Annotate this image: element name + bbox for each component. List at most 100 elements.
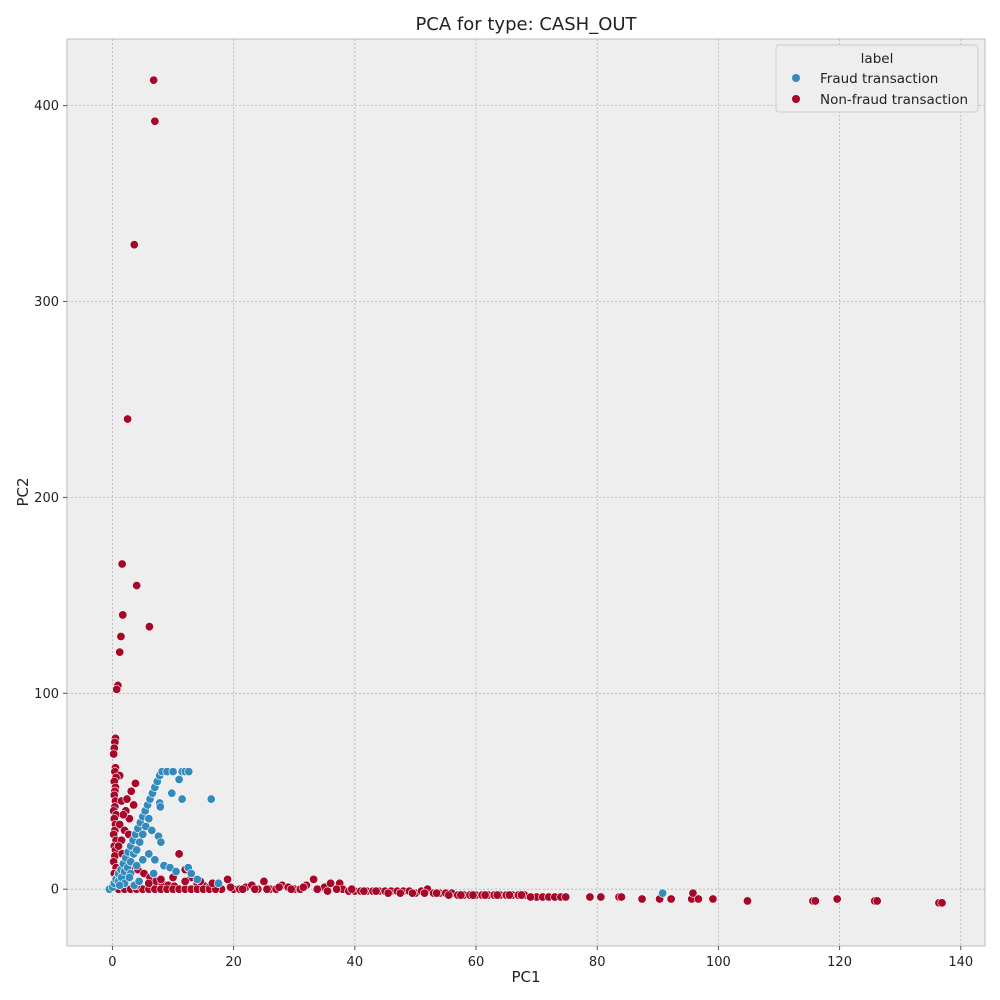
fraud-point <box>144 814 154 824</box>
data-points <box>104 75 947 908</box>
fraud-point <box>147 825 157 835</box>
nonfraud-point <box>810 896 820 906</box>
nonfraud-point <box>708 894 718 904</box>
nonfraud-point <box>115 647 125 657</box>
nonfraud-point <box>616 892 626 902</box>
nonfraud-point <box>688 888 698 898</box>
fraud-point <box>138 829 148 839</box>
nonfraud-point <box>347 884 357 894</box>
x-tick-label: 60 <box>468 955 485 970</box>
x-tick-label: 40 <box>347 955 364 970</box>
x-tick-label: 100 <box>706 955 731 970</box>
legend-marker-fraud <box>792 74 800 82</box>
nonfraud-point <box>637 894 647 904</box>
x-tick-label: 0 <box>108 955 116 970</box>
fraud-point <box>149 869 159 879</box>
nonfraud-point <box>832 894 842 904</box>
nonfraud-point <box>129 240 139 250</box>
fraud-point <box>156 837 166 847</box>
fraud-point <box>132 861 142 871</box>
fraud-point <box>134 876 144 886</box>
fraud-point <box>184 767 194 777</box>
nonfraud-point <box>149 75 159 85</box>
nonfraud-point <box>332 884 342 894</box>
legend-entry-fraud: Fraud transaction <box>820 71 938 87</box>
nonfraud-point <box>262 884 272 894</box>
fraud-point <box>124 872 134 882</box>
nonfraud-point <box>323 886 333 896</box>
fraud-point <box>150 855 160 865</box>
nonfraud-point <box>526 892 536 902</box>
nonfraud-point <box>504 890 514 900</box>
nonfraud-point <box>468 890 478 900</box>
nonfraud-point <box>359 886 369 896</box>
fraud-point <box>144 849 154 859</box>
nonfraud-point <box>132 581 142 591</box>
fraud-point <box>138 855 148 865</box>
nonfraud-point <box>312 884 322 894</box>
x-tick-label: 80 <box>589 955 606 970</box>
nonfraud-point <box>115 820 125 830</box>
fraud-point <box>177 794 187 804</box>
nonfraud-point <box>432 888 442 898</box>
nonfraud-point <box>383 888 393 898</box>
nonfraud-point <box>937 898 947 908</box>
nonfraud-point <box>444 890 454 900</box>
fraud-point <box>155 802 165 812</box>
legend-marker-nonfraud <box>792 95 800 103</box>
nonfraud-point <box>666 894 676 904</box>
nonfraud-point <box>144 878 154 888</box>
nonfraud-point <box>117 559 127 569</box>
nonfraud-point <box>144 622 154 632</box>
nonfraud-point <box>872 896 882 906</box>
fraud-point <box>171 867 181 877</box>
nonfraud-point <box>114 841 124 851</box>
axes: 0 20 40 60 80 100 120 140 0 100 200 300 400 <box>34 99 973 970</box>
nonfraud-point <box>585 892 595 902</box>
nonfraud-point <box>112 684 122 694</box>
nonfraud-point <box>116 631 126 641</box>
nonfraud-point <box>238 884 248 894</box>
nonfraud-point <box>156 874 166 884</box>
nonfraud-point <box>693 894 703 904</box>
legend-box <box>775 44 979 113</box>
nonfraud-point <box>326 878 336 888</box>
x-axis-label: PC1 <box>511 968 540 986</box>
nonfraud-point <box>420 888 430 898</box>
nonfraud-point <box>456 890 466 900</box>
nonfraud-point <box>250 884 260 894</box>
fraud-point <box>132 845 142 855</box>
y-tick-label: 0 <box>51 883 59 898</box>
fraud-point <box>206 794 216 804</box>
fraud-point <box>115 880 125 890</box>
nonfraud-point <box>123 414 133 424</box>
nonfraud-point <box>118 610 128 620</box>
y-tick-label: 400 <box>34 99 59 114</box>
nonfraud-point <box>118 810 128 820</box>
nonfraud-point <box>130 778 140 788</box>
nonfraud-point <box>516 890 526 900</box>
x-tick-label: 140 <box>948 955 973 970</box>
nonfraud-point <box>407 888 417 898</box>
nonfraud-point <box>150 116 160 126</box>
fraud-point <box>167 788 177 798</box>
fraud-point <box>174 774 184 784</box>
nonfraud-point <box>274 882 284 892</box>
nonfraud-point <box>309 874 319 884</box>
nonfraud-point <box>298 882 308 892</box>
nonfraud-point <box>561 892 571 902</box>
legend-entry-nonfraud: Non-fraud transaction <box>820 92 968 108</box>
nonfraud-point <box>226 882 236 892</box>
plot-area <box>66 38 986 947</box>
fraud-point <box>213 878 223 888</box>
nonfraud-point <box>180 876 190 886</box>
nonfraud-point <box>371 886 381 896</box>
y-axis-label: PC2 <box>14 477 32 506</box>
fraud-point <box>192 874 202 884</box>
y-tick-label: 200 <box>34 491 59 506</box>
fraud-point <box>658 888 668 898</box>
nonfraud-point <box>742 896 752 906</box>
nonfraud-point <box>259 876 269 886</box>
nonfraud-point <box>126 786 136 796</box>
nonfraud-point <box>122 794 132 804</box>
